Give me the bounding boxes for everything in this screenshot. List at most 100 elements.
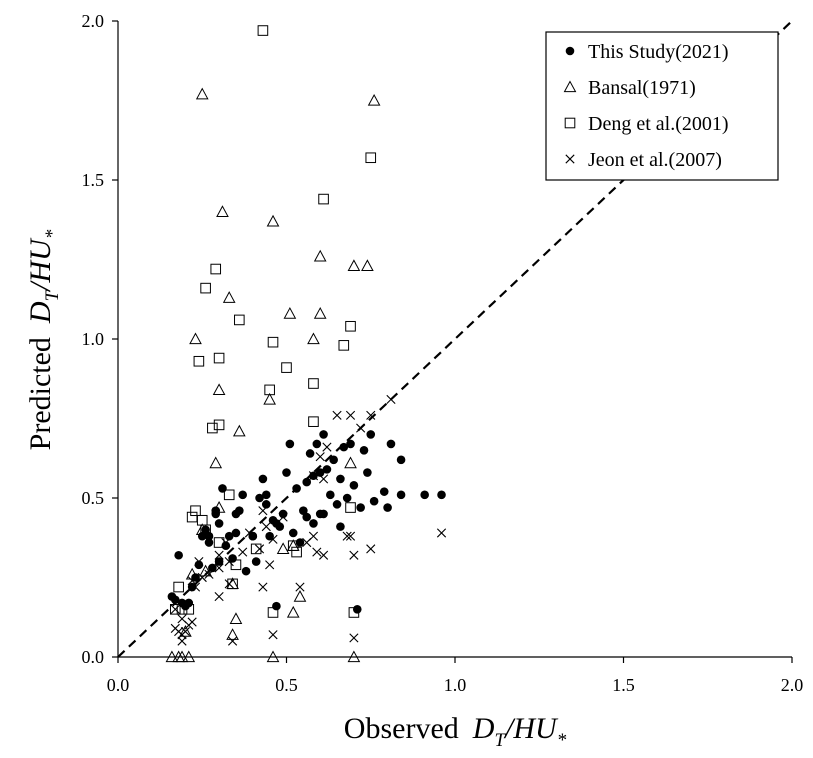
point-this-study — [396, 490, 406, 500]
point-this-study — [299, 506, 308, 516]
point-bansal — [175, 650, 189, 663]
point-this-study — [228, 554, 237, 563]
point-this-study — [319, 509, 328, 519]
point-bansal — [286, 539, 300, 551]
point-this-study — [248, 531, 258, 541]
y-tick-label: 2.0 — [82, 11, 105, 31]
point-deng — [169, 604, 181, 615]
x-axis-title-rest: /HU — [503, 712, 559, 745]
point-this-study — [339, 442, 349, 452]
point-this-study — [342, 493, 352, 503]
point-jeon — [302, 537, 312, 548]
point-this-study — [174, 550, 183, 560]
point-deng — [250, 543, 262, 555]
point-this-study — [214, 557, 224, 566]
point-this-study — [336, 522, 345, 531]
point-deng — [281, 362, 292, 373]
point-this-study — [288, 528, 298, 538]
point-jeon — [345, 410, 356, 420]
point-deng — [213, 419, 225, 431]
point-jeon — [322, 442, 332, 452]
point-jeon — [312, 547, 322, 557]
point-jeon — [197, 572, 207, 583]
point-jeon — [224, 579, 234, 589]
point-this-study — [326, 490, 335, 500]
point-deng — [193, 355, 205, 367]
point-jeon — [356, 423, 366, 433]
legend-label-this-study: This Study(2021) — [588, 41, 729, 63]
point-bansal — [189, 332, 202, 345]
point-bansal — [276, 542, 290, 555]
point-bansal — [307, 332, 320, 345]
point-jeon — [349, 633, 359, 643]
point-jeon — [332, 410, 342, 420]
point-deng — [234, 314, 245, 326]
point-bansal — [195, 87, 209, 100]
point-deng — [210, 263, 222, 275]
point-deng — [213, 352, 225, 364]
point-this-study — [332, 500, 342, 509]
point-this-study — [265, 531, 274, 541]
y-axis-title-var: D — [24, 301, 57, 324]
point-this-study — [319, 430, 328, 439]
point-deng — [345, 320, 356, 332]
point-deng — [318, 193, 329, 205]
y-axis-title-star: * — [42, 229, 63, 239]
point-jeon — [214, 563, 224, 573]
point-bansal — [347, 259, 361, 272]
point-deng — [223, 489, 235, 501]
point-bansal — [165, 650, 179, 663]
point-this-study — [315, 468, 325, 477]
point-jeon — [436, 528, 447, 538]
legend-markers — [563, 46, 577, 164]
point-bansal — [293, 590, 307, 602]
x-tick-label: 0.5 — [275, 675, 298, 695]
point-deng — [190, 505, 201, 517]
x-tick-label: 1.0 — [444, 675, 467, 695]
point-this-study — [359, 446, 369, 455]
point-this-study — [396, 455, 406, 465]
point-deng — [186, 511, 198, 523]
point-jeon — [349, 550, 359, 560]
legend-label-bansal: Bansal(1971) — [588, 77, 696, 99]
x-axis-title-sub: T — [494, 730, 506, 751]
point-this-study — [336, 474, 345, 484]
point-this-study — [275, 522, 285, 531]
point-bansal — [263, 392, 276, 405]
point-bansal — [286, 605, 300, 618]
point-jeon — [174, 626, 184, 637]
point-this-study — [238, 490, 247, 500]
legend-label-deng: Deng et al.(2001) — [588, 113, 729, 135]
point-this-study — [201, 525, 210, 535]
point-bansal — [212, 383, 226, 396]
point-bansal — [367, 93, 381, 106]
x-axis-title-star: * — [557, 730, 567, 751]
legend: This Study(2021) Bansal(1971) Deng et al… — [545, 31, 779, 181]
point-this-study — [322, 465, 332, 474]
point-this-study — [356, 503, 365, 512]
point-jeon — [170, 604, 180, 614]
point-this-study — [272, 601, 281, 611]
y-tick-label: 1.0 — [82, 329, 105, 349]
point-jeon — [366, 544, 376, 554]
legend-box — [545, 31, 779, 181]
point-bansal — [216, 205, 229, 217]
point-deng — [365, 152, 377, 164]
point-this-study — [170, 595, 180, 605]
point-this-study — [329, 455, 338, 465]
point-bansal — [361, 259, 374, 272]
point-bansal — [229, 612, 243, 625]
point-bansal — [344, 456, 357, 469]
x-tick-label: 1.5 — [612, 675, 635, 695]
data-points-layer — [165, 25, 447, 663]
point-jeon — [386, 394, 396, 405]
point-this-study — [278, 509, 288, 519]
point-this-study — [184, 598, 194, 608]
point-deng — [308, 378, 319, 389]
point-this-study — [197, 531, 207, 541]
point-deng — [200, 282, 211, 294]
point-this-study — [383, 503, 392, 512]
point-jeon — [366, 410, 376, 420]
point-this-study — [302, 512, 312, 522]
point-this-study — [204, 538, 214, 547]
